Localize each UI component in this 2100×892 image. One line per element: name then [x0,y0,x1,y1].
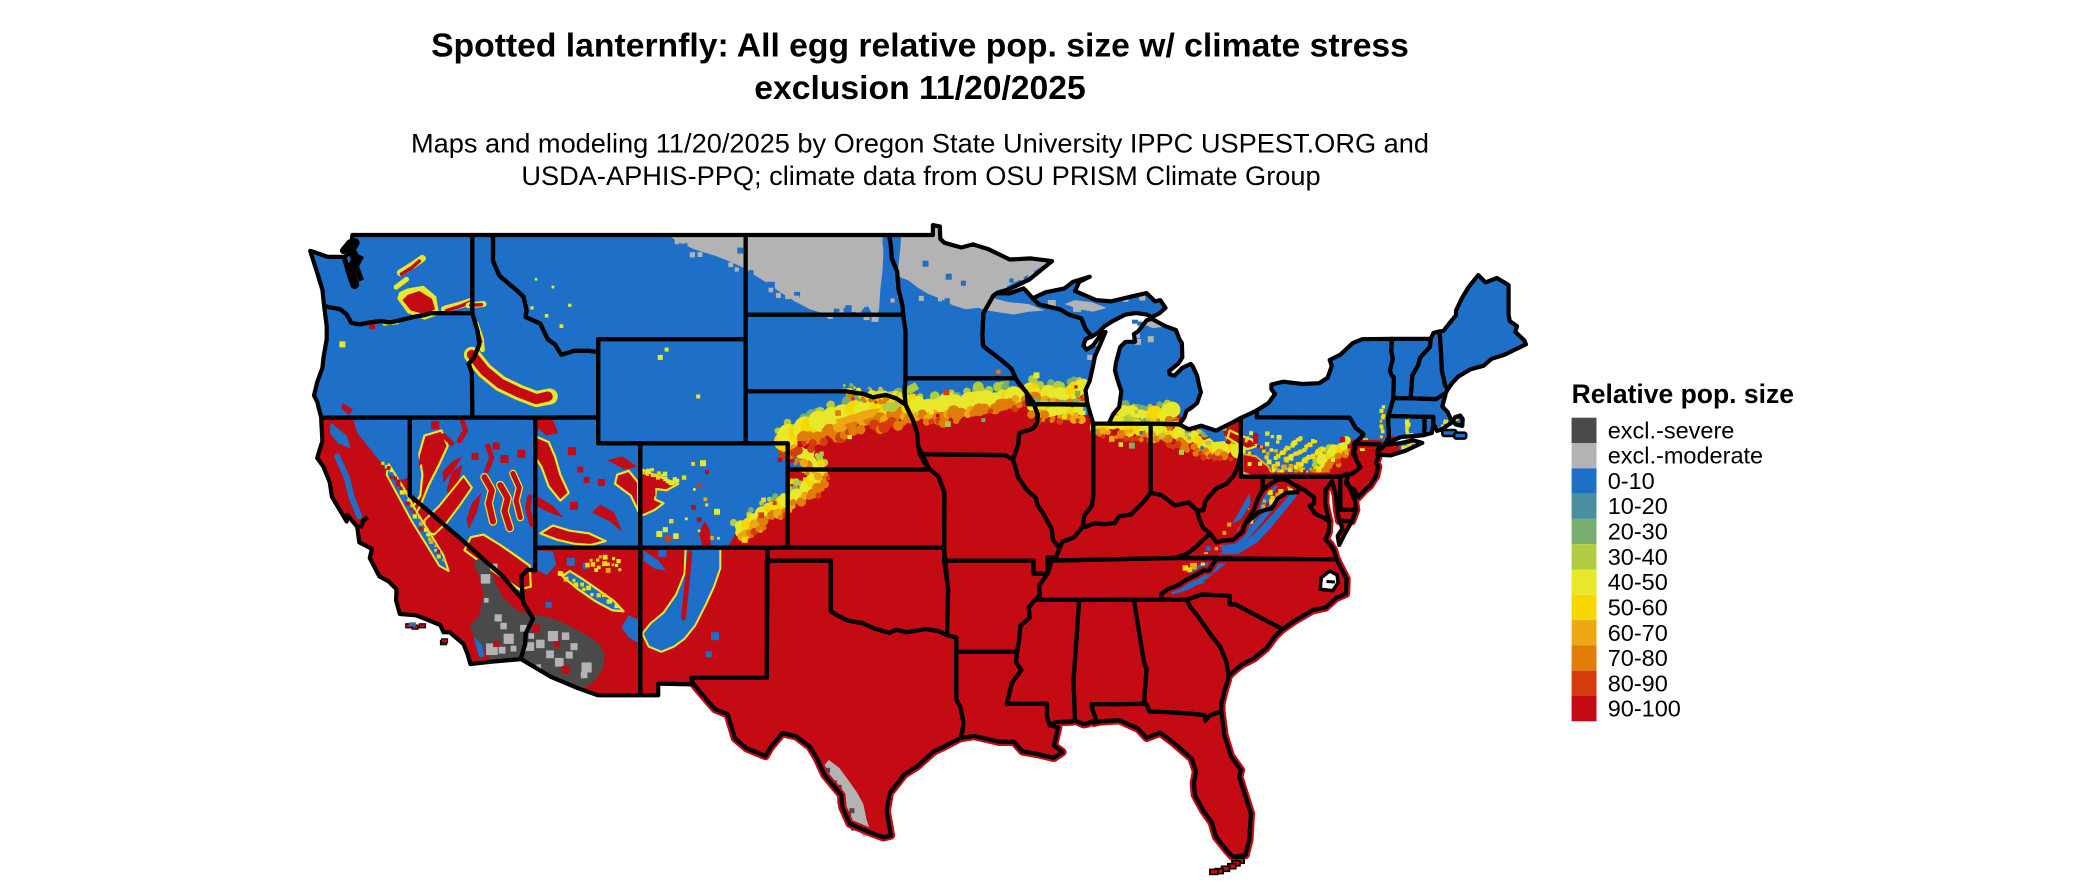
svg-text:excl.-moderate: excl.-moderate [1608,443,1763,469]
svg-text:USDA-APHIS-PPQ; climate data f: USDA-APHIS-PPQ; climate data from OSU PR… [521,160,1320,191]
svg-text:10-20: 10-20 [1608,493,1668,519]
svg-text:Spotted lanternfly: All egg re: Spotted lanternfly: All egg relative pop… [431,27,1409,65]
svg-text:50-60: 50-60 [1608,594,1668,620]
svg-text:0-10: 0-10 [1608,468,1655,494]
svg-text:60-70: 60-70 [1608,620,1668,646]
svg-text:40-50: 40-50 [1608,569,1668,595]
svg-text:20-30: 20-30 [1608,519,1668,545]
svg-text:70-80: 70-80 [1608,645,1668,671]
svg-text:90-100: 90-100 [1608,696,1681,722]
svg-text:80-90: 80-90 [1608,670,1668,696]
svg-text:exclusion 11/20/2025: exclusion 11/20/2025 [754,69,1086,107]
svg-text:Relative pop. size: Relative pop. size [1572,379,1794,409]
svg-text:Maps and modeling 11/20/2025 b: Maps and modeling 11/20/2025 by Oregon S… [411,128,1429,159]
svg-text:30-40: 30-40 [1608,544,1668,570]
svg-text:excl.-severe: excl.-severe [1608,417,1735,443]
